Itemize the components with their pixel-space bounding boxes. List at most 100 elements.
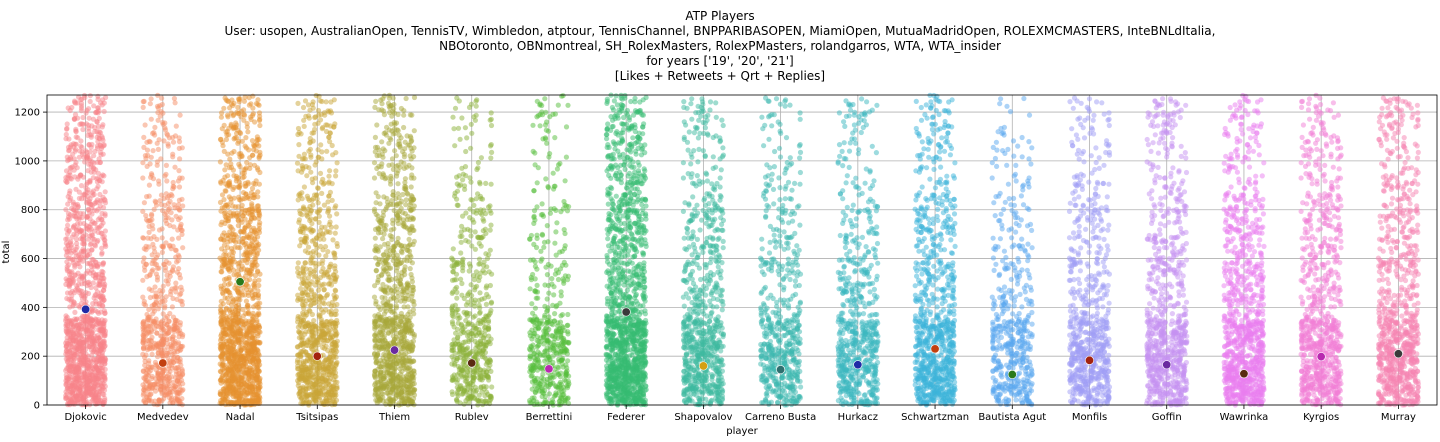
title-line-3: NBOtoronto, OBNmontreal, SH_RolexMasters…: [439, 39, 1001, 53]
strip-djokovic: [63, 92, 109, 408]
data-point: [218, 398, 224, 404]
data-point: [179, 377, 185, 383]
data-point: [72, 112, 79, 118]
data-point: [234, 213, 240, 219]
data-point: [77, 172, 84, 178]
data-point: [257, 220, 263, 226]
data-point: [319, 149, 325, 155]
data-point: [159, 249, 165, 255]
data-point: [147, 314, 153, 321]
data-point: [306, 197, 312, 203]
data-point: [95, 170, 101, 176]
data-point: [174, 269, 180, 275]
data-point: [174, 259, 180, 265]
data-point: [172, 205, 178, 211]
data-point: [65, 359, 71, 365]
data-point: [179, 227, 185, 233]
data-point: [324, 148, 330, 154]
data-point: [219, 192, 226, 198]
data-point: [98, 230, 104, 236]
data-point: [97, 342, 103, 348]
data-point: [326, 372, 332, 378]
data-point: [149, 217, 155, 223]
data-point: [95, 327, 101, 333]
data-point: [220, 177, 226, 183]
data-point: [70, 151, 76, 157]
data-point: [324, 293, 330, 299]
data-point: [71, 376, 78, 382]
data-point: [231, 173, 237, 179]
data-point: [296, 142, 302, 148]
data-point: [91, 103, 97, 109]
data-point: [256, 102, 262, 108]
data-point: [300, 165, 306, 171]
data-point: [152, 124, 158, 130]
data-point: [252, 235, 258, 241]
data-point: [295, 324, 301, 330]
data-point: [79, 196, 85, 202]
data-point: [246, 95, 252, 101]
data-point: [297, 211, 303, 217]
data-point: [309, 220, 315, 227]
data-point: [319, 282, 325, 288]
data-point: [92, 243, 98, 249]
data-point: [240, 190, 247, 196]
data-point: [83, 340, 90, 346]
data-point: [87, 242, 93, 248]
data-point: [379, 294, 385, 301]
data-point: [160, 119, 166, 126]
data-point: [298, 228, 304, 234]
data-point: [99, 272, 105, 278]
data-point: [313, 394, 320, 400]
data-point: [67, 304, 73, 310]
data-point: [220, 373, 226, 379]
data-point: [297, 391, 303, 397]
data-point: [179, 396, 185, 402]
data-point: [220, 301, 226, 307]
data-point: [333, 308, 339, 314]
data-point: [246, 147, 252, 153]
data-point: [75, 135, 81, 141]
data-point: [406, 248, 413, 254]
data-point: [237, 290, 243, 296]
data-point: [159, 95, 165, 101]
data-point: [224, 295, 230, 301]
data-point: [387, 135, 393, 141]
data-point: [163, 191, 169, 197]
data-point: [82, 159, 88, 165]
data-point: [230, 267, 236, 273]
data-point: [299, 190, 305, 196]
data-point: [95, 225, 101, 231]
data-point: [148, 96, 154, 102]
data-point: [169, 304, 175, 310]
data-point: [375, 279, 381, 285]
data-point: [170, 295, 176, 302]
data-point: [76, 189, 82, 195]
data-point: [140, 99, 146, 105]
data-point: [158, 109, 164, 115]
data-point: [176, 389, 182, 395]
data-point: [316, 219, 322, 225]
data-point: [81, 248, 87, 254]
data-point: [371, 160, 378, 166]
data-point: [401, 124, 407, 131]
data-point: [82, 384, 88, 390]
data-point: [142, 376, 148, 382]
data-point: [91, 169, 97, 175]
data-point: [85, 236, 92, 242]
data-point: [86, 201, 92, 207]
data-point: [81, 191, 87, 198]
data-point: [319, 98, 325, 105]
data-point: [101, 108, 107, 115]
data-point: [241, 399, 247, 405]
data-point: [94, 208, 100, 214]
data-point: [91, 236, 97, 243]
data-point: [320, 344, 326, 351]
data-point: [372, 134, 378, 140]
data-point: [102, 197, 108, 203]
data-point: [63, 178, 69, 184]
data-point: [326, 179, 332, 185]
data-point: [100, 260, 107, 266]
data-point: [161, 195, 167, 201]
data-point: [319, 224, 325, 230]
